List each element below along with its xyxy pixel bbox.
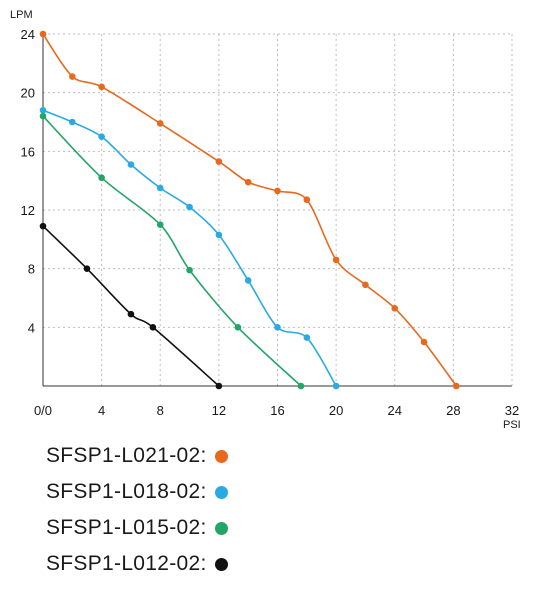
tick-labels: 0/0 4 8 12 16 20 24 28 32 24 20 16 12 8 4 <box>21 27 520 418</box>
data-point <box>69 118 76 126</box>
data-point <box>362 281 369 289</box>
data-point <box>332 256 340 264</box>
series-line <box>42 225 220 387</box>
data-point <box>156 221 164 228</box>
data-point <box>453 382 460 390</box>
x-tick-label: 32 <box>505 403 519 418</box>
series-group <box>39 30 460 390</box>
legend-label: SFSP1-L021-02: <box>46 444 207 467</box>
data-point <box>303 196 311 204</box>
data-point <box>127 161 135 168</box>
data-point <box>186 266 193 274</box>
data-point <box>332 382 340 390</box>
legend-item: SFSP1-L012-02: <box>46 546 228 582</box>
data-point <box>156 184 164 192</box>
x-tick-label: 28 <box>446 403 460 418</box>
data-point <box>274 324 281 331</box>
legend: SFSP1-L021-02: SFSP1-L018-02: SFSP1-L015… <box>46 438 228 582</box>
data-point <box>215 158 223 165</box>
legend-dot <box>214 485 228 499</box>
x-tick-label: 24 <box>388 403 402 418</box>
legend-item: SFSP1-L018-02: <box>46 474 228 510</box>
data-point <box>39 222 47 230</box>
x-tick-label: 20 <box>329 403 343 418</box>
series-group <box>39 112 305 390</box>
data-point <box>303 334 311 341</box>
data-point <box>297 382 305 390</box>
data-point <box>98 83 105 91</box>
legend-label: SFSP1-L012-02: <box>46 552 207 575</box>
data-point <box>83 265 91 272</box>
data-point <box>98 133 105 140</box>
data-point <box>127 310 135 318</box>
y-axis-title: LPM <box>10 9 33 21</box>
y-tick-label: 4 <box>28 320 35 335</box>
series-group <box>39 222 223 390</box>
flow-chart: 0/0 4 8 12 16 20 24 28 32 24 20 16 12 8 4 LPM PSI <box>10 9 521 430</box>
data-point <box>98 174 105 182</box>
data-point <box>215 382 223 390</box>
legend-dot <box>214 449 228 463</box>
legend-item: SFSP1-L021-02: <box>46 438 228 474</box>
data-point <box>156 120 164 127</box>
data-point <box>391 304 399 312</box>
axes <box>42 33 513 387</box>
y-tick-label: 20 <box>21 86 35 101</box>
data-point <box>69 73 76 80</box>
data-point <box>149 324 157 331</box>
y-tick-label: 24 <box>21 27 35 42</box>
data-point <box>274 187 281 195</box>
data-point <box>39 106 47 114</box>
x-tick-label: 0/0 <box>34 403 52 418</box>
data-point <box>39 30 47 38</box>
data-point <box>244 277 252 284</box>
series-line <box>42 115 302 387</box>
series <box>39 30 460 390</box>
data-point <box>234 324 242 331</box>
x-tick-label: 16 <box>270 403 284 418</box>
data-point <box>244 178 252 186</box>
legend-dot <box>214 521 228 535</box>
x-tick-label: 8 <box>157 403 164 418</box>
y-tick-label: 8 <box>28 262 35 277</box>
x-tick-label: 12 <box>212 403 226 418</box>
legend-label: SFSP1-L018-02: <box>46 480 207 503</box>
data-point <box>39 112 47 120</box>
x-axis-title: PSI <box>503 419 521 430</box>
legend-dot <box>214 557 228 571</box>
gridlines <box>43 34 512 386</box>
legend-item: SFSP1-L015-02: <box>46 510 228 546</box>
series-group <box>39 106 340 390</box>
data-point <box>420 338 428 346</box>
y-tick-label: 16 <box>21 144 35 159</box>
data-point <box>215 231 223 239</box>
legend-label: SFSP1-L015-02: <box>46 516 207 539</box>
x-tick-label: 4 <box>98 403 105 418</box>
data-point <box>186 203 193 211</box>
y-tick-label: 12 <box>21 203 35 218</box>
